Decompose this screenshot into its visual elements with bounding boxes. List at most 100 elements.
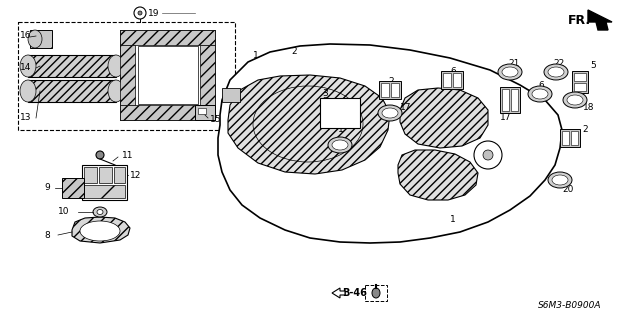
Bar <box>562 131 569 145</box>
Ellipse shape <box>544 64 568 80</box>
Text: 19: 19 <box>148 9 159 18</box>
Bar <box>28 80 116 102</box>
Bar <box>574 73 586 81</box>
Text: 22: 22 <box>553 58 564 68</box>
Bar <box>84 185 125 198</box>
Text: 2: 2 <box>291 48 296 56</box>
Bar <box>500 87 520 113</box>
Text: 17: 17 <box>400 103 412 113</box>
Ellipse shape <box>552 175 568 185</box>
Text: 7: 7 <box>322 97 328 106</box>
Ellipse shape <box>483 150 493 160</box>
Text: 14: 14 <box>20 63 31 72</box>
Bar <box>511 89 518 111</box>
Bar <box>502 89 509 111</box>
Text: 15: 15 <box>210 115 221 124</box>
Ellipse shape <box>563 92 587 108</box>
Ellipse shape <box>372 288 380 298</box>
Bar <box>82 165 127 200</box>
Text: 1: 1 <box>253 51 259 61</box>
Bar <box>114 167 125 183</box>
Ellipse shape <box>93 207 107 217</box>
Text: 6: 6 <box>538 80 544 90</box>
Bar <box>120 45 135 105</box>
Ellipse shape <box>96 151 104 159</box>
Bar <box>295 72 306 78</box>
Bar <box>30 30 52 48</box>
Bar <box>572 71 588 93</box>
Text: 10: 10 <box>58 207 70 217</box>
Bar <box>18 22 235 130</box>
Bar <box>252 64 266 76</box>
Text: 21: 21 <box>508 58 520 68</box>
Text: 18: 18 <box>583 103 595 113</box>
Text: 1: 1 <box>338 125 344 135</box>
Ellipse shape <box>80 221 120 241</box>
Ellipse shape <box>20 55 36 77</box>
Polygon shape <box>228 75 390 174</box>
Bar <box>560 129 580 147</box>
Text: 17: 17 <box>500 114 511 122</box>
Text: 2: 2 <box>582 125 588 135</box>
Polygon shape <box>400 88 488 148</box>
Bar <box>441 71 463 89</box>
Ellipse shape <box>548 67 564 77</box>
Bar <box>391 83 399 97</box>
Polygon shape <box>332 288 345 298</box>
Ellipse shape <box>502 67 518 77</box>
Ellipse shape <box>528 86 552 102</box>
Bar <box>84 167 97 183</box>
Ellipse shape <box>532 89 548 99</box>
Bar <box>453 73 461 87</box>
Text: 4: 4 <box>340 114 346 122</box>
Bar <box>282 72 293 78</box>
Bar <box>381 83 389 97</box>
Polygon shape <box>398 150 478 200</box>
Ellipse shape <box>28 30 42 48</box>
Ellipse shape <box>108 55 124 77</box>
Bar <box>295 60 306 70</box>
Bar <box>365 285 387 301</box>
Ellipse shape <box>97 210 103 214</box>
Bar <box>320 98 360 128</box>
Bar <box>62 178 84 198</box>
Text: 11: 11 <box>122 151 134 160</box>
Bar <box>222 88 240 102</box>
Bar <box>120 30 215 120</box>
Bar <box>99 167 112 183</box>
Bar <box>195 105 215 120</box>
Text: FR.: FR. <box>568 13 591 26</box>
Text: S6M3-B0900A: S6M3-B0900A <box>538 300 602 309</box>
Bar <box>120 105 215 120</box>
Bar <box>198 108 206 114</box>
Polygon shape <box>588 10 612 30</box>
Bar <box>282 60 293 70</box>
Bar <box>574 83 586 91</box>
Bar <box>120 30 215 45</box>
Text: 9: 9 <box>44 183 50 192</box>
Text: 16: 16 <box>20 32 31 41</box>
Text: 13: 13 <box>20 114 31 122</box>
Ellipse shape <box>108 80 124 102</box>
Bar <box>200 45 215 105</box>
Bar <box>280 58 308 80</box>
Bar <box>138 46 198 104</box>
Ellipse shape <box>332 140 348 150</box>
Text: B-46: B-46 <box>342 288 367 298</box>
Ellipse shape <box>382 108 398 118</box>
Text: 5: 5 <box>590 61 596 70</box>
Ellipse shape <box>134 7 146 19</box>
Ellipse shape <box>498 64 522 80</box>
Text: 2: 2 <box>388 78 394 86</box>
Text: 20: 20 <box>562 186 573 195</box>
Ellipse shape <box>328 137 352 153</box>
Ellipse shape <box>474 141 502 169</box>
Ellipse shape <box>20 80 36 102</box>
Bar <box>379 81 401 99</box>
Bar <box>571 131 578 145</box>
Bar <box>28 55 116 77</box>
Polygon shape <box>72 217 130 243</box>
Bar <box>443 73 451 87</box>
Text: 6: 6 <box>450 68 456 77</box>
Ellipse shape <box>378 105 402 121</box>
